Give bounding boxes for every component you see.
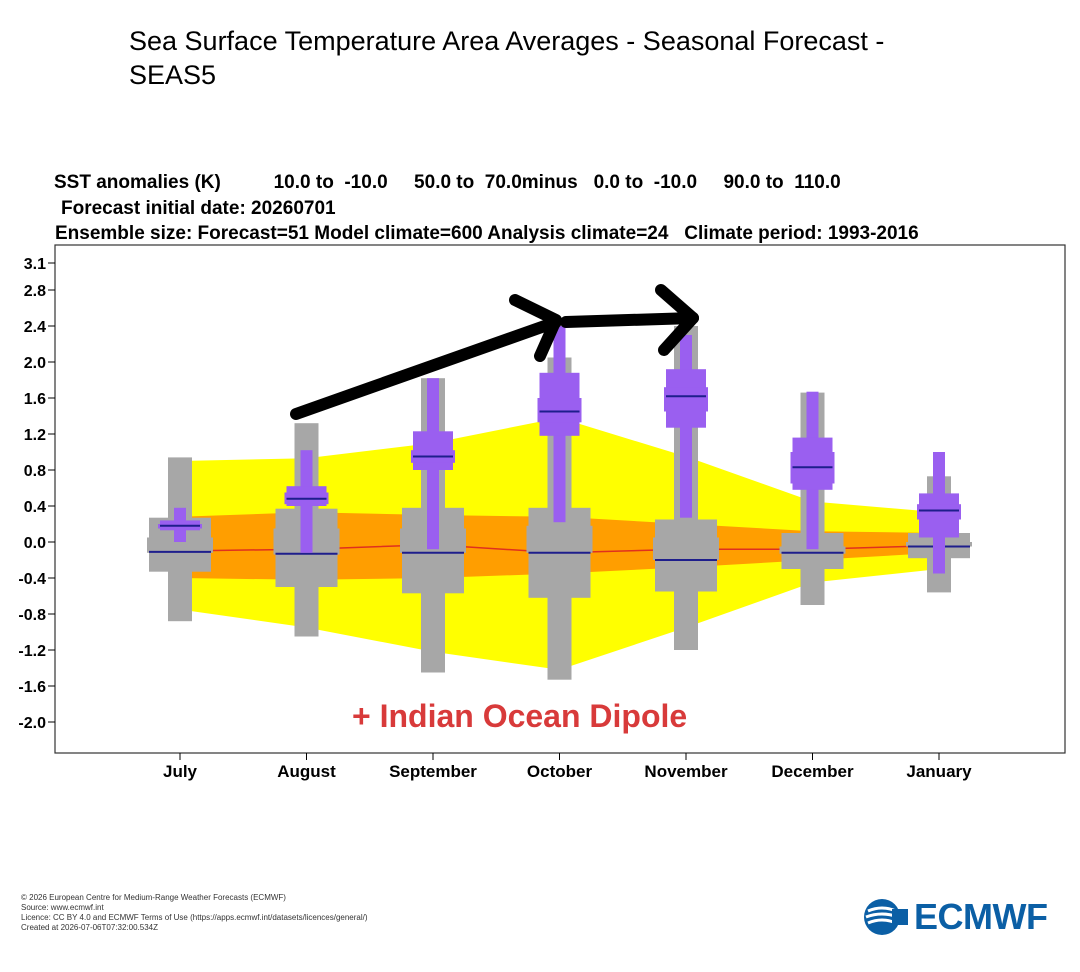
trend-arrow-2-head	[655, 284, 699, 356]
x-tick-label: December	[771, 762, 854, 781]
ecmwf-logo-icon	[864, 899, 908, 935]
forecast-box-january	[917, 452, 961, 574]
trend-arrow-2-shaft	[560, 312, 699, 328]
chart-header-line3: Ensemble size: Forecast=51 Model climate…	[55, 223, 919, 244]
forecast-box-january-p33-p66	[917, 504, 961, 520]
y-axis: 3.1 2.8 2.4 2.0 1.6 1.2 0.8 0.4 0.0 -0.4 -0.8 -1.2 -…	[18, 256, 55, 732]
forecast-box-november	[664, 335, 708, 518]
chart-header-line1: SST anomalies (K) 10.0 to -10.0 50.0 to …	[54, 172, 841, 193]
y-tick-label: -2.0	[18, 715, 46, 732]
forecast-box-august	[284, 450, 329, 553]
y-tick-label: -0.4	[18, 571, 46, 588]
model-climate-box-october-p33-p66	[526, 525, 593, 553]
y-tick-label: 2.8	[24, 283, 46, 300]
y-tick-label: -1.2	[18, 643, 46, 660]
box-plots	[147, 326, 972, 680]
y-tick-label: 1.2	[24, 427, 46, 444]
model-climate-box-july-p33-p66	[147, 537, 213, 553]
forecast-box-november-p33-p66	[664, 387, 708, 412]
y-tick-label: -0.8	[18, 607, 46, 624]
ecmwf-logo: ECMWF	[862, 896, 1048, 938]
footer-created: Created at 2026-07-06T07:32:00.534Z	[21, 923, 158, 932]
trend-arrows	[290, 284, 699, 420]
model-climate-box-december-p33-p66	[779, 546, 846, 554]
forecast-box-december	[790, 391, 835, 550]
y-tick-label: 0.8	[24, 463, 46, 480]
x-tick-label: September	[389, 762, 477, 781]
chart-header-line2: Forecast initial date: 20260701	[61, 198, 336, 219]
footer-copyright: © 2026 European Centre for Medium-Range …	[21, 893, 286, 902]
trend-arrow-1-shaft	[290, 316, 562, 420]
x-tick-label: January	[906, 762, 972, 781]
footer-licence: Licence: CC BY 4.0 and ECMWF Terms of Us…	[21, 913, 368, 922]
x-axis: July August September October November Decemb…	[163, 753, 972, 781]
model-climate-box-november-p33-p66	[653, 537, 719, 560]
y-tick-label: 2.4	[24, 319, 46, 336]
x-tick-label: October	[527, 762, 593, 781]
y-tick-label: 0.4	[24, 499, 46, 516]
forecast-box-september	[411, 378, 455, 550]
iod-annotation: + Indian Ocean Dipole	[352, 698, 687, 734]
x-tick-label: November	[644, 762, 728, 781]
forecast-box-october	[537, 326, 582, 523]
y-tick-label: 0.0	[24, 535, 46, 552]
y-tick-label: -1.6	[18, 679, 46, 696]
x-tick-label: August	[277, 762, 336, 781]
y-tick-label: 1.6	[24, 391, 46, 408]
y-tick-label: 3.1	[24, 256, 46, 273]
y-tick-label: 2.0	[24, 355, 46, 372]
footer-credits: © 2026 European Centre for Medium-Range …	[21, 893, 368, 933]
ecmwf-logo-text: ECMWF	[914, 896, 1048, 937]
page-title: Sea Surface Temperature Area Averages - …	[129, 26, 885, 90]
footer-source: Source: www.ecmwf.int	[21, 903, 104, 912]
forecast-box-october-p33-p66	[537, 398, 582, 423]
x-tick-label: July	[163, 762, 198, 781]
forecast-box-july	[158, 507, 202, 542]
trend-arrow-1-head	[509, 294, 562, 362]
